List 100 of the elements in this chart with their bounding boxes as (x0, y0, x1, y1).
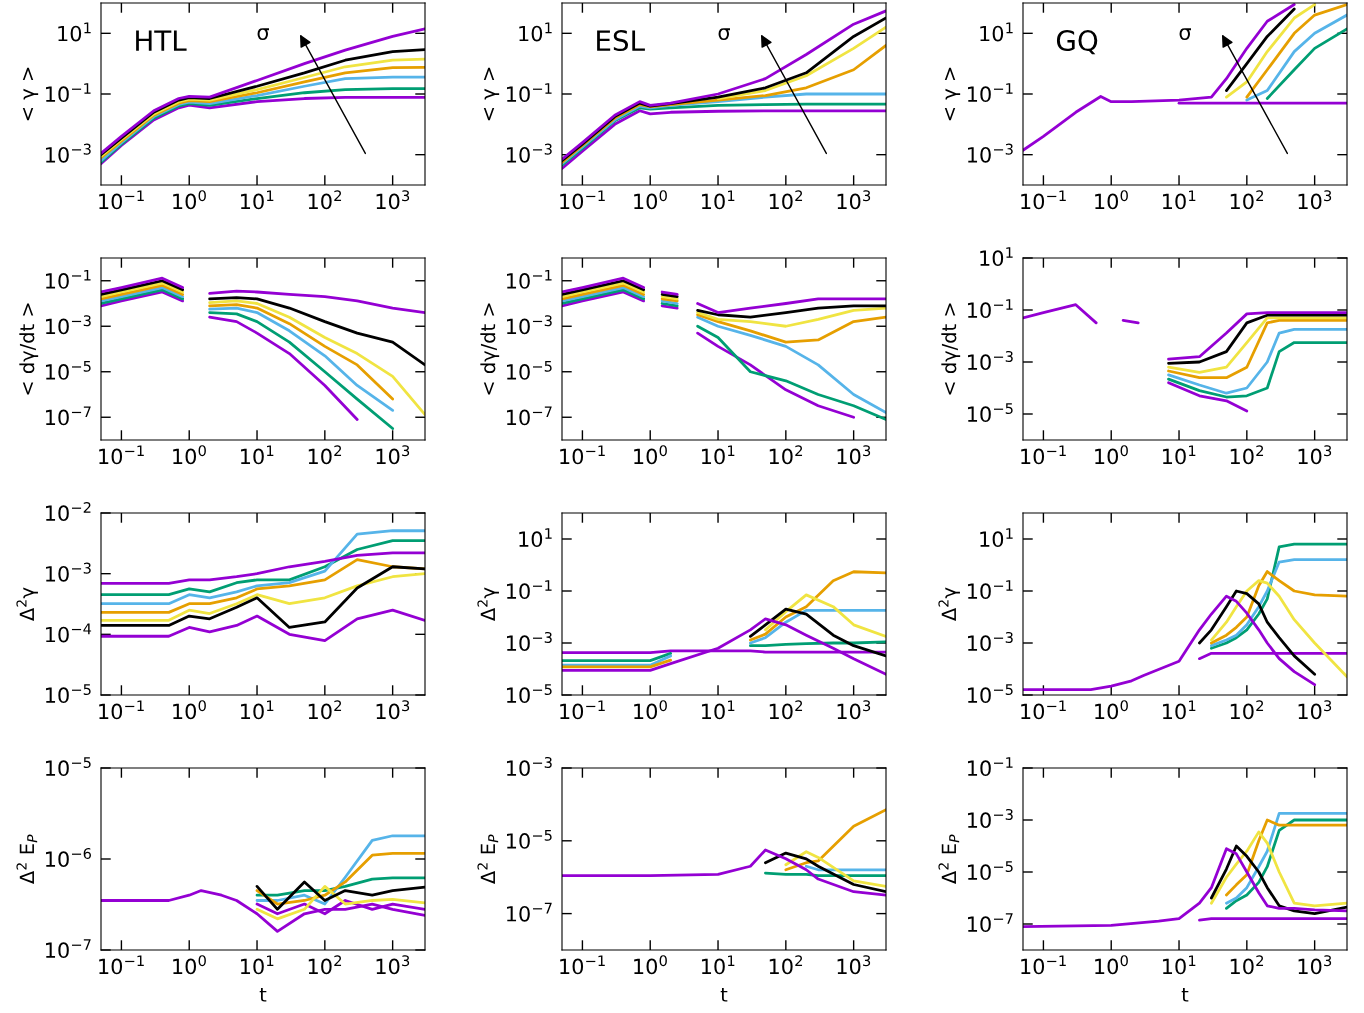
y-tick-label: 10$^{−4}$ (46, 623, 92, 643)
x-tick-label: 10$^{−1}$ (1021, 190, 1066, 210)
x-tick-label: 10$^{0}$ (1095, 700, 1128, 720)
x-tick-label: 10$^{0}$ (1095, 190, 1128, 210)
x-tick-label: 10$^{3}$ (376, 445, 410, 465)
x-tick-label: 10$^{2}$ (769, 955, 803, 975)
y-tick-label: 10$^{−1}$ (46, 269, 91, 289)
x-tick-label: 10$^{−1}$ (99, 700, 144, 720)
x-tick-label: 10$^{0}$ (1095, 445, 1128, 465)
y-tick-label: 10$^{1}$ (519, 528, 552, 548)
annotation: σ (718, 28, 730, 40)
x-tick-label: 10$^{2}$ (769, 700, 803, 720)
x-axis-title: t (259, 987, 267, 1002)
x-tick-label: 10$^{1}$ (1162, 955, 1196, 975)
x-tick-label: 10$^{2}$ (308, 190, 342, 210)
x-tick-label: 10$^{2}$ (1230, 445, 1264, 465)
x-tick-label: 10$^{0}$ (634, 190, 667, 210)
x-tick-label: 10$^{2}$ (1230, 955, 1264, 975)
x-tick-label: 10$^{0}$ (173, 190, 206, 210)
y-tick-label: 10$^{−6}$ (46, 847, 91, 868)
x-tick-label: 10$^{1}$ (1162, 190, 1196, 210)
y-tick-label: 10$^{−5}$ (968, 861, 1013, 881)
y-axis-title: Δ$^{2}$γ (477, 587, 499, 621)
y-tick-label: 10$^{−5}$ (46, 684, 91, 704)
y-tick-label: 10$^{−3}$ (968, 350, 1013, 371)
y-axis-title: Δ$^{2}$ E$_{P}$ (16, 834, 38, 884)
y-tick-label: 10$^{−3}$ (46, 562, 91, 582)
x-tick-label: 10$^{1}$ (240, 700, 274, 720)
y-tick-label: 10$^{−1}$ (968, 83, 1013, 103)
y-tick-label: 10$^{1}$ (980, 247, 1013, 267)
y-tick-label: 10$^{−5}$ (46, 757, 91, 777)
y-tick-label: 10$^{−3}$ (968, 631, 1013, 652)
annotation: HTL (136, 30, 187, 51)
y-tick-label: 10$^{−1}$ (507, 580, 552, 600)
x-tick-label: 10$^{−1}$ (99, 445, 144, 465)
y-axis-title: Δ$^{2}$ E$_{P}$ (477, 834, 499, 884)
x-tick-label: 10$^{2}$ (769, 445, 803, 465)
annotation: σ (1179, 28, 1191, 40)
x-tick-label: 10$^{3}$ (376, 700, 410, 720)
y-tick-label: 10$^{−5}$ (968, 403, 1013, 423)
x-tick-label: 10$^{3}$ (837, 700, 871, 720)
x-tick-label: 10$^{−1}$ (1021, 445, 1066, 465)
y-tick-label: 10$^{−1}$ (46, 83, 91, 103)
x-tick-label: 10$^{−1}$ (99, 190, 144, 210)
y-tick-label: 10$^{−3}$ (968, 143, 1013, 163)
y-tick-label: 10$^{−7}$ (46, 406, 91, 426)
x-tick-label: 10$^{1}$ (701, 445, 735, 465)
x-tick-label: 10$^{3}$ (837, 955, 871, 975)
x-tick-label: 10$^{1}$ (1162, 700, 1196, 720)
y-tick-label: 10$^{−5}$ (46, 360, 91, 380)
x-tick-label: 10$^{3}$ (837, 190, 871, 210)
y-tick-label: 10$^{−3}$ (968, 808, 1013, 829)
y-tick-label: 10$^{−5}$ (507, 360, 552, 380)
x-tick-label: 10$^{−1}$ (560, 955, 605, 975)
y-tick-label: 10$^{−1}$ (968, 757, 1013, 777)
x-tick-label: 10$^{1}$ (701, 955, 735, 975)
y-axis-title: < γ > (944, 67, 961, 121)
x-tick-label: 10$^{−1}$ (1021, 700, 1066, 720)
x-axis-title: t (720, 987, 728, 1002)
y-axis-title: Δ$^{2}$γ (16, 587, 38, 621)
y-tick-label: 10$^{−1}$ (968, 299, 1013, 319)
annotation: σ (257, 28, 269, 40)
annotation: ESL (597, 30, 645, 52)
y-tick-label: 10$^{−5}$ (507, 829, 552, 849)
x-tick-label: 10$^{1}$ (240, 445, 274, 465)
y-tick-label: 10$^{−3}$ (46, 143, 91, 163)
x-tick-label: 10$^{2}$ (308, 445, 342, 465)
y-tick-label: 10$^{−3}$ (507, 631, 552, 652)
x-tick-label: 10$^{−1}$ (1021, 955, 1066, 975)
y-axis-title: < dγ/dt > (941, 303, 961, 395)
x-tick-label: 10$^{−1}$ (560, 445, 605, 465)
x-tick-label: 10$^{0}$ (173, 445, 206, 465)
x-tick-label: 10$^{3}$ (1298, 955, 1332, 975)
y-tick-label: 10$^{−2}$ (46, 501, 91, 522)
x-tick-label: 10$^{0}$ (173, 955, 206, 975)
x-tick-label: 10$^{2}$ (1230, 700, 1264, 720)
y-axis-title: < dγ/dt > (480, 303, 500, 395)
x-tick-label: 10$^{−1}$ (99, 955, 144, 975)
x-tick-label: 10$^{1}$ (701, 190, 735, 210)
y-tick-label: 10$^{−1}$ (507, 269, 552, 289)
y-axis-title: < γ > (483, 67, 500, 121)
y-axis-title: Δ$^{2}$ E$_{P}$ (938, 834, 960, 884)
x-tick-label: 10$^{0}$ (173, 700, 206, 720)
x-tick-label: 10$^{−1}$ (560, 700, 605, 720)
y-tick-label: 10$^{−3}$ (507, 756, 552, 777)
x-tick-label: 10$^{−1}$ (560, 190, 605, 210)
x-tick-label: 10$^{0}$ (634, 445, 667, 465)
x-tick-label: 10$^{1}$ (240, 955, 274, 975)
x-tick-label: 10$^{0}$ (634, 955, 667, 975)
y-tick-label: 10$^{−1}$ (968, 580, 1013, 600)
x-tick-label: 10$^{3}$ (1298, 445, 1332, 465)
y-tick-label: 10$^{−7}$ (507, 406, 552, 426)
x-tick-label: 10$^{2}$ (769, 190, 803, 210)
x-tick-label: 10$^{1}$ (240, 190, 274, 210)
x-tick-label: 10$^{3}$ (376, 190, 410, 210)
x-tick-label: 10$^{3}$ (837, 445, 871, 465)
x-tick-label: 10$^{3}$ (1298, 190, 1332, 210)
y-tick-label: 10$^{−3}$ (46, 315, 91, 335)
x-axis-title: t (1181, 987, 1189, 1002)
y-tick-label: 10$^{−3}$ (507, 143, 552, 163)
